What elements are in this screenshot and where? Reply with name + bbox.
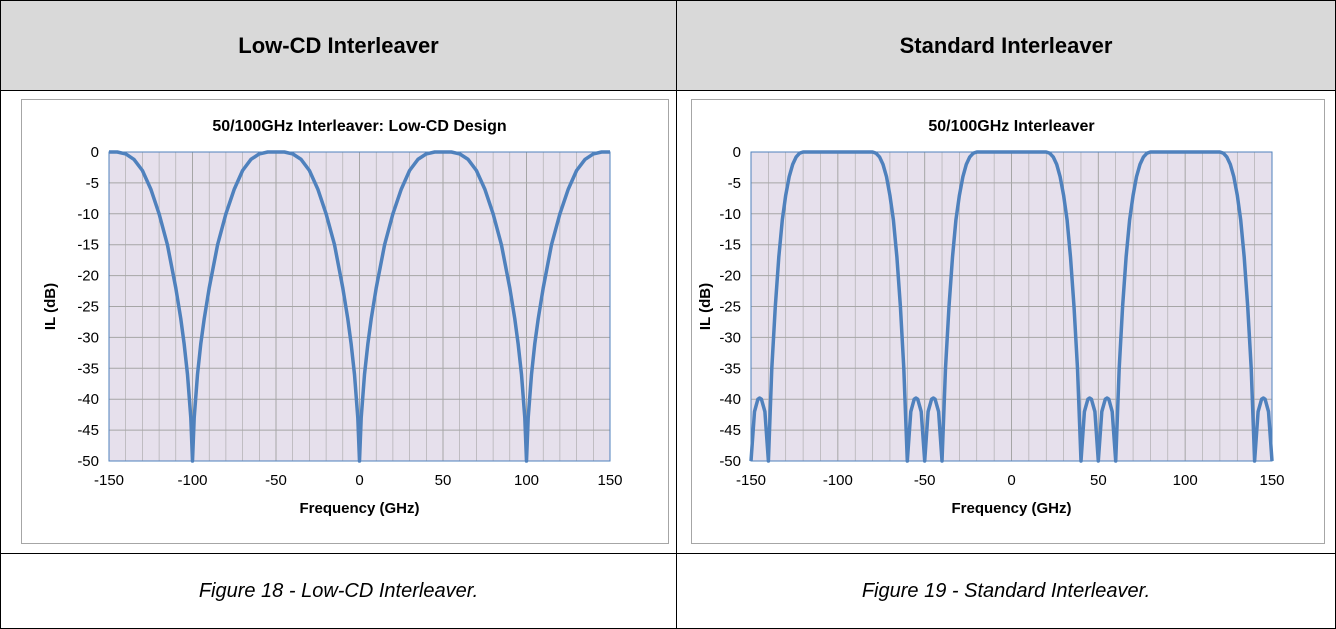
x-tick-label: -100 — [177, 472, 207, 489]
x-tick-label: 50 — [435, 472, 452, 489]
y-tick-label: -30 — [77, 329, 99, 346]
x-tick-label: -150 — [736, 472, 766, 489]
chart-frame-right: 50/100GHz Interleaver 0 -5 -10 -15 -20 -25 -30 -… — [691, 99, 1325, 544]
y-tick-label: 0 — [733, 144, 741, 161]
caption-figure-19: Figure 19 - Standard Interleaver. — [676, 553, 1336, 629]
chart-cell-right: 50/100GHz Interleaver 0 -5 -10 -15 -20 -25 -30 -… — [676, 90, 1336, 554]
y-tick-label: 0 — [91, 144, 99, 161]
y-tick-label: -40 — [77, 391, 99, 408]
y-tick-label: -50 — [719, 453, 741, 470]
y-tick-label: -45 — [719, 422, 741, 439]
series-line — [109, 150, 610, 463]
x-tick-label: -150 — [94, 472, 124, 489]
y-tick-label: -25 — [719, 299, 741, 316]
caption-figure-18: Figure 18 - Low-CD Interleaver. — [0, 553, 677, 629]
x-tick-label: 0 — [355, 472, 363, 489]
y-axis-label: IL (dB) — [42, 283, 59, 330]
y-tick-label: -5 — [728, 175, 741, 192]
y-tick-label: -30 — [719, 329, 741, 346]
x-tick-label: 150 — [1259, 472, 1284, 489]
y-tick-label: -35 — [77, 360, 99, 377]
chart-standard: 50/100GHz Interleaver 0 -5 -10 -15 -20 -25 -30 -… — [697, 118, 1285, 517]
chart-cell-left: 50/100GHz Interleaver: Low-CD Design 0 -5 -… — [0, 90, 677, 554]
y-tick-label: -45 — [77, 422, 99, 439]
y-tick-label: -25 — [77, 299, 99, 316]
y-tick-label: -5 — [86, 175, 99, 192]
x-tick-label: 100 — [1173, 472, 1198, 489]
x-tick-label: 100 — [514, 472, 539, 489]
chart-low-cd: 50/100GHz Interleaver: Low-CD Design 0 -5 -… — [42, 118, 623, 517]
x-axis-label: Frequency (GHz) — [299, 500, 419, 517]
chart-title: 50/100GHz Interleaver: Low-CD Design — [212, 118, 506, 135]
x-tick-label: -50 — [265, 472, 287, 489]
x-axis-label: Frequency (GHz) — [951, 500, 1071, 517]
y-tick-label: -50 — [77, 453, 99, 470]
chart-title: 50/100GHz Interleaver — [928, 118, 1094, 135]
x-tick-label: 50 — [1090, 472, 1107, 489]
x-tick-label: -100 — [823, 472, 853, 489]
header-standard: Standard Interleaver — [676, 0, 1336, 91]
y-tick-label: -10 — [77, 206, 99, 223]
y-tick-label: -20 — [77, 268, 99, 285]
y-tick-label: -10 — [719, 206, 741, 223]
x-tick-label: 150 — [597, 472, 622, 489]
chart-frame-left: 50/100GHz Interleaver: Low-CD Design 0 -5 -… — [21, 99, 669, 544]
y-axis-label: IL (dB) — [697, 283, 714, 330]
x-tick-label: -50 — [914, 472, 936, 489]
y-tick-label: -40 — [719, 391, 741, 408]
y-tick-label: -35 — [719, 360, 741, 377]
header-low-cd: Low-CD Interleaver — [0, 0, 677, 91]
y-tick-label: -15 — [77, 237, 99, 254]
series-line — [749, 150, 1274, 463]
y-tick-label: -15 — [719, 237, 741, 254]
x-tick-label: 0 — [1007, 472, 1015, 489]
y-tick-label: -20 — [719, 268, 741, 285]
